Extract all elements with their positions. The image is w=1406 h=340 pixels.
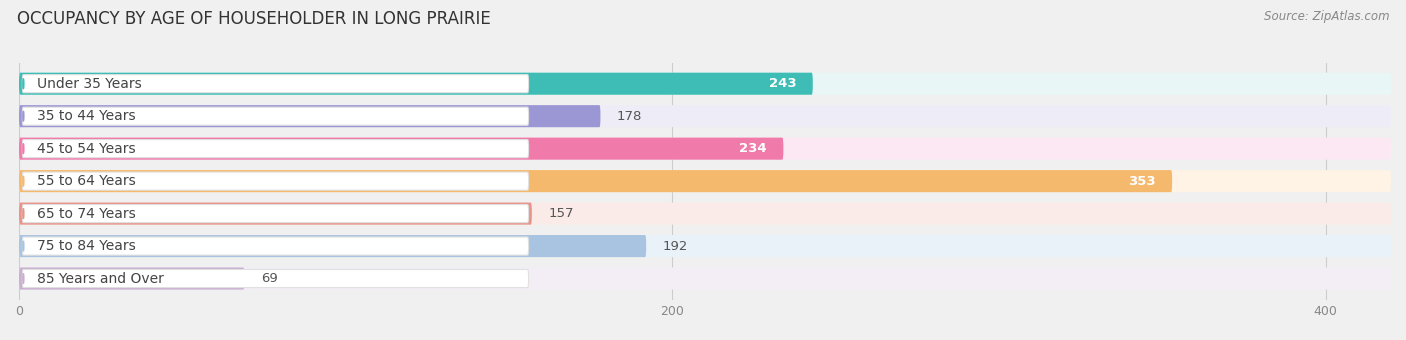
Text: 234: 234 xyxy=(740,142,768,155)
Text: Under 35 Years: Under 35 Years xyxy=(37,77,142,91)
FancyBboxPatch shape xyxy=(20,105,1391,127)
FancyBboxPatch shape xyxy=(20,203,1391,225)
FancyBboxPatch shape xyxy=(22,270,529,288)
FancyBboxPatch shape xyxy=(20,235,647,257)
FancyBboxPatch shape xyxy=(22,172,529,190)
FancyBboxPatch shape xyxy=(20,203,531,225)
Text: OCCUPANCY BY AGE OF HOUSEHOLDER IN LONG PRAIRIE: OCCUPANCY BY AGE OF HOUSEHOLDER IN LONG … xyxy=(17,10,491,28)
FancyBboxPatch shape xyxy=(20,268,245,290)
Text: 75 to 84 Years: 75 to 84 Years xyxy=(37,239,136,253)
Text: 55 to 64 Years: 55 to 64 Years xyxy=(37,174,136,188)
FancyBboxPatch shape xyxy=(20,138,1391,160)
Text: 353: 353 xyxy=(1128,175,1156,188)
FancyBboxPatch shape xyxy=(22,205,529,223)
FancyBboxPatch shape xyxy=(20,170,1391,192)
FancyBboxPatch shape xyxy=(20,105,600,127)
FancyBboxPatch shape xyxy=(20,235,1391,257)
Text: 157: 157 xyxy=(548,207,574,220)
FancyBboxPatch shape xyxy=(22,107,529,125)
Text: Source: ZipAtlas.com: Source: ZipAtlas.com xyxy=(1264,10,1389,23)
FancyBboxPatch shape xyxy=(20,170,1173,192)
FancyBboxPatch shape xyxy=(20,268,1391,290)
Text: 45 to 54 Years: 45 to 54 Years xyxy=(37,142,135,156)
FancyBboxPatch shape xyxy=(20,73,813,95)
FancyBboxPatch shape xyxy=(20,138,783,160)
Text: 35 to 44 Years: 35 to 44 Years xyxy=(37,109,135,123)
FancyBboxPatch shape xyxy=(22,237,529,255)
Text: 85 Years and Over: 85 Years and Over xyxy=(37,272,165,286)
Text: 192: 192 xyxy=(662,240,688,253)
Text: 178: 178 xyxy=(617,110,643,123)
FancyBboxPatch shape xyxy=(20,73,1391,95)
Text: 65 to 74 Years: 65 to 74 Years xyxy=(37,207,136,221)
FancyBboxPatch shape xyxy=(22,75,529,93)
FancyBboxPatch shape xyxy=(22,140,529,158)
Text: 243: 243 xyxy=(769,77,796,90)
Text: 69: 69 xyxy=(260,272,277,285)
